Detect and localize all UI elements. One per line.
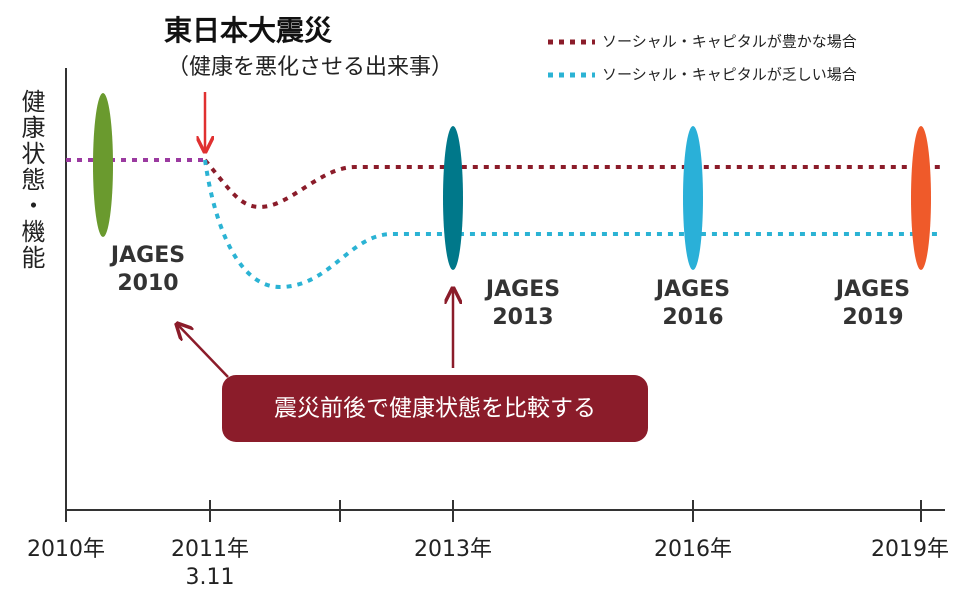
- legend-entry: ソーシャル・キャピタルが乏しい場合: [602, 66, 857, 84]
- survey-year: 2016: [662, 305, 723, 330]
- survey-year: 2013: [492, 305, 553, 330]
- callout-box: [222, 375, 648, 442]
- title: 東日本大震災: [164, 14, 333, 47]
- survey-marker: [683, 126, 703, 270]
- x-label: 2011年: [171, 537, 249, 562]
- survey-marker: [443, 126, 463, 270]
- x-label: 2013年: [414, 537, 492, 562]
- x-label: 2010年: [27, 537, 105, 562]
- x-label: 2016年: [654, 537, 732, 562]
- compare-arrow: [178, 325, 229, 378]
- survey-name: JAGES: [484, 277, 560, 302]
- x-label: 2019年: [871, 537, 949, 562]
- subtitle: （健康を悪化させる出来事）: [167, 55, 453, 80]
- survey-name: JAGES: [654, 277, 730, 302]
- line-rich: [203, 158, 940, 210]
- survey-marker: [93, 93, 113, 237]
- legend-entry: ソーシャル・キャピタルが豊かな場合: [602, 33, 857, 51]
- survey-name: JAGES: [834, 277, 910, 302]
- survey-year: 2010: [117, 271, 178, 296]
- survey-marker: [911, 126, 931, 270]
- survey-name: JAGES: [109, 243, 185, 268]
- survey-year: 2019: [842, 305, 903, 330]
- callout-text: 震災前後で健康状態を比較する: [274, 396, 596, 422]
- line-poor: [203, 159, 940, 290]
- axes: [65, 68, 945, 522]
- x-sublabel: 3.11: [186, 565, 235, 590]
- y-axis-label: 健康状態・機能: [17, 89, 45, 271]
